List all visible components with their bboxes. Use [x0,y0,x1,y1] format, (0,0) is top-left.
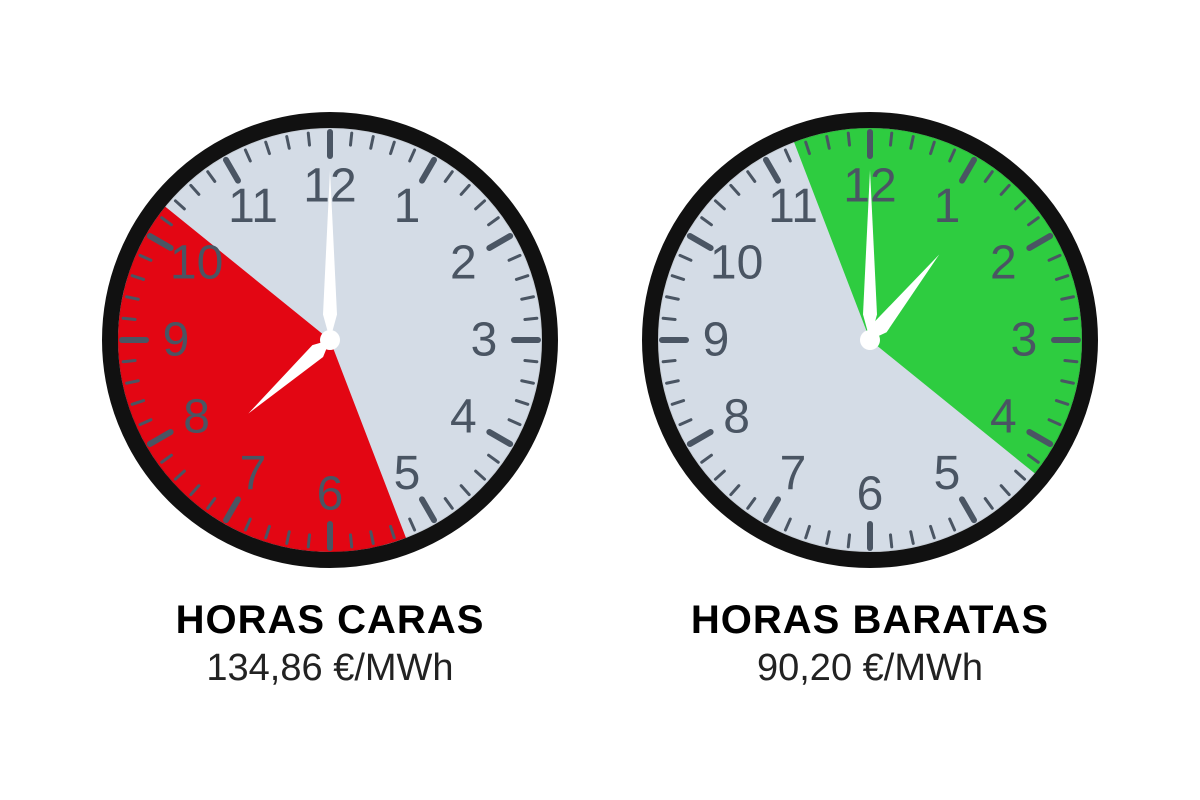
svg-text:2: 2 [450,237,477,290]
svg-text:6: 6 [317,468,344,521]
svg-text:4: 4 [990,391,1017,444]
svg-text:11: 11 [228,180,278,233]
expensive-hours-clock: 121234567891011 [100,110,560,570]
infographic-container: 121234567891011 HORAS CARAS 134,86 €/MWh… [100,110,1100,690]
svg-text:7: 7 [240,447,267,500]
expensive-price: 134,86 €/MWh [176,647,485,690]
svg-text:6: 6 [857,468,884,521]
expensive-price-unit: €/MWh [333,647,453,689]
svg-text:1: 1 [394,180,421,233]
svg-text:11: 11 [768,180,818,233]
cheap-price-unit: €/MWh [863,647,983,689]
svg-text:10: 10 [710,237,763,290]
svg-text:5: 5 [394,447,421,500]
svg-text:3: 3 [471,314,498,367]
expensive-panel: 121234567891011 HORAS CARAS 134,86 €/MWh [100,110,560,690]
cheap-panel: 121234567891011 HORAS BARATAS 90,20 €/MW… [640,110,1100,690]
svg-text:3: 3 [1011,314,1038,367]
svg-text:2: 2 [990,237,1017,290]
svg-text:10: 10 [170,237,223,290]
cheap-price-number: 90,20 [757,647,852,689]
svg-text:8: 8 [183,391,210,444]
svg-text:9: 9 [163,314,190,367]
cheap-caption: HORAS BARATAS 90,20 €/MWh [691,598,1049,690]
expensive-title: HORAS CARAS [176,598,485,643]
svg-text:5: 5 [934,447,961,500]
svg-text:7: 7 [780,447,807,500]
cheap-title: HORAS BARATAS [691,598,1049,643]
svg-text:8: 8 [723,391,750,444]
expensive-price-number: 134,86 [206,647,322,689]
cheap-price: 90,20 €/MWh [691,647,1049,690]
cheap-hours-clock: 121234567891011 [640,110,1100,570]
svg-text:9: 9 [703,314,730,367]
svg-text:4: 4 [450,391,477,444]
expensive-caption: HORAS CARAS 134,86 €/MWh [176,598,485,690]
svg-text:1: 1 [934,180,961,233]
